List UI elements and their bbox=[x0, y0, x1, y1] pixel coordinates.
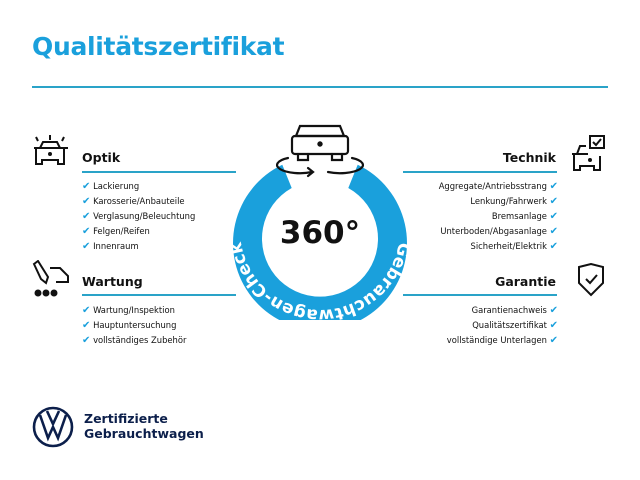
garantie-heading: Garantie bbox=[495, 274, 556, 289]
360-check-badge: Gebrauchtwagen-Check 360° bbox=[226, 124, 414, 320]
wartung-list: ✔ Wartung/Inspektion ✔ Hauptuntersuchung… bbox=[82, 303, 186, 348]
wartung-heading: Wartung bbox=[82, 274, 143, 289]
list-item: Qualitätszertifikat ✔ bbox=[472, 320, 558, 331]
garantie-divider bbox=[403, 294, 557, 296]
service-tools-icon bbox=[32, 260, 69, 297]
technik-heading: Technik bbox=[502, 150, 556, 165]
optik-divider bbox=[82, 171, 236, 173]
wartung-divider bbox=[82, 294, 236, 296]
list-item: Garantienachweis ✔ bbox=[471, 305, 558, 316]
car-checkbox-icon bbox=[572, 135, 605, 171]
brand-text: Zertifizierte Gebrauchtwagen bbox=[84, 411, 204, 441]
list-item: ✔ Felgen/Reifen bbox=[82, 226, 150, 237]
technik-list: Aggregate/Antriebsstrang ✔ Lenkung/Fahrw… bbox=[439, 179, 558, 254]
car-360-icon bbox=[275, 124, 365, 178]
ring bbox=[233, 164, 407, 320]
title-divider bbox=[32, 86, 608, 88]
list-item: Bremsanlage ✔ bbox=[491, 211, 558, 222]
list-item: ✔ Verglasung/Beleuchtung bbox=[82, 211, 196, 222]
list-item: Unterboden/Abgasanlage ✔ bbox=[440, 226, 558, 237]
list-item: vollständige Unterlagen ✔ bbox=[446, 335, 558, 346]
list-item: ✔ Lackierung bbox=[82, 181, 140, 192]
list-item: ✔ Hauptuntersuchung bbox=[82, 320, 177, 331]
technik-divider bbox=[403, 171, 557, 173]
page-title: Qualitätszertifikat bbox=[32, 32, 285, 61]
car-lights-icon bbox=[34, 135, 68, 165]
list-item: Sicherheit/Elektrik ✔ bbox=[470, 241, 558, 252]
shield-check-icon bbox=[578, 263, 604, 297]
garantie-list: Garantienachweis ✔ Qualitätszertifikat ✔… bbox=[447, 303, 558, 348]
list-item: ✔ Innenraum bbox=[82, 241, 139, 252]
optik-heading: Optik bbox=[82, 150, 121, 165]
list-item: ✔ Wartung/Inspektion bbox=[82, 305, 175, 316]
list-item: ✔ vollständiges Zubehör bbox=[82, 335, 187, 346]
list-item: Lenkung/Fahrwerk ✔ bbox=[470, 196, 558, 207]
360-label: 360° bbox=[280, 215, 360, 251]
optik-list: ✔ Lackierung ✔ Karosserie/Anbauteile ✔ V… bbox=[82, 179, 195, 254]
vw-logo-icon bbox=[32, 406, 74, 448]
list-item: ✔ Karosserie/Anbauteile bbox=[82, 196, 185, 207]
list-item: Aggregate/Antriebsstrang ✔ bbox=[438, 181, 558, 192]
